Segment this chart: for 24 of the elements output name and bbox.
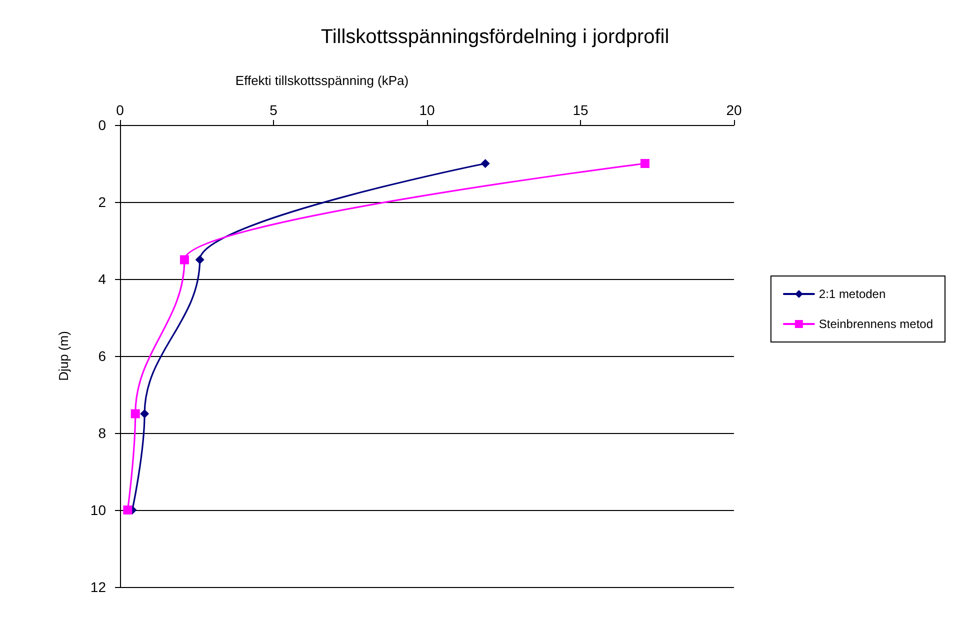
legend-label: 2:1 metoden	[818, 287, 886, 301]
chart-title: Tillskottsspänningsfördelning i jordprofil	[320, 26, 670, 48]
y-tick-label: 4	[98, 271, 106, 287]
point	[195, 255, 204, 264]
y-tick-label: 0	[98, 117, 106, 133]
x-tick-label: 5	[270, 102, 278, 118]
y-tick-label: 6	[98, 348, 106, 364]
y-axis-title: Djup (m)	[56, 331, 71, 381]
point	[140, 409, 150, 418]
y-tick-label: 2	[98, 194, 106, 210]
x-tick-label: 10	[419, 102, 435, 118]
y-tick-label: 12	[90, 579, 106, 595]
point	[123, 506, 132, 514]
legend-label: Steinbrennens metod	[818, 317, 933, 331]
point	[130, 409, 140, 418]
point	[640, 159, 650, 168]
x-tick-label: 15	[572, 102, 588, 118]
y-tick-label: 8	[98, 425, 106, 441]
x-tick-label: 0	[116, 102, 124, 118]
x-axis-title: Effekti tillskottsspänning (kPa)	[235, 73, 409, 88]
y-tick-label: 10	[90, 502, 106, 518]
x-tick-label: 20	[726, 102, 742, 118]
point	[180, 255, 189, 264]
point	[480, 159, 490, 168]
